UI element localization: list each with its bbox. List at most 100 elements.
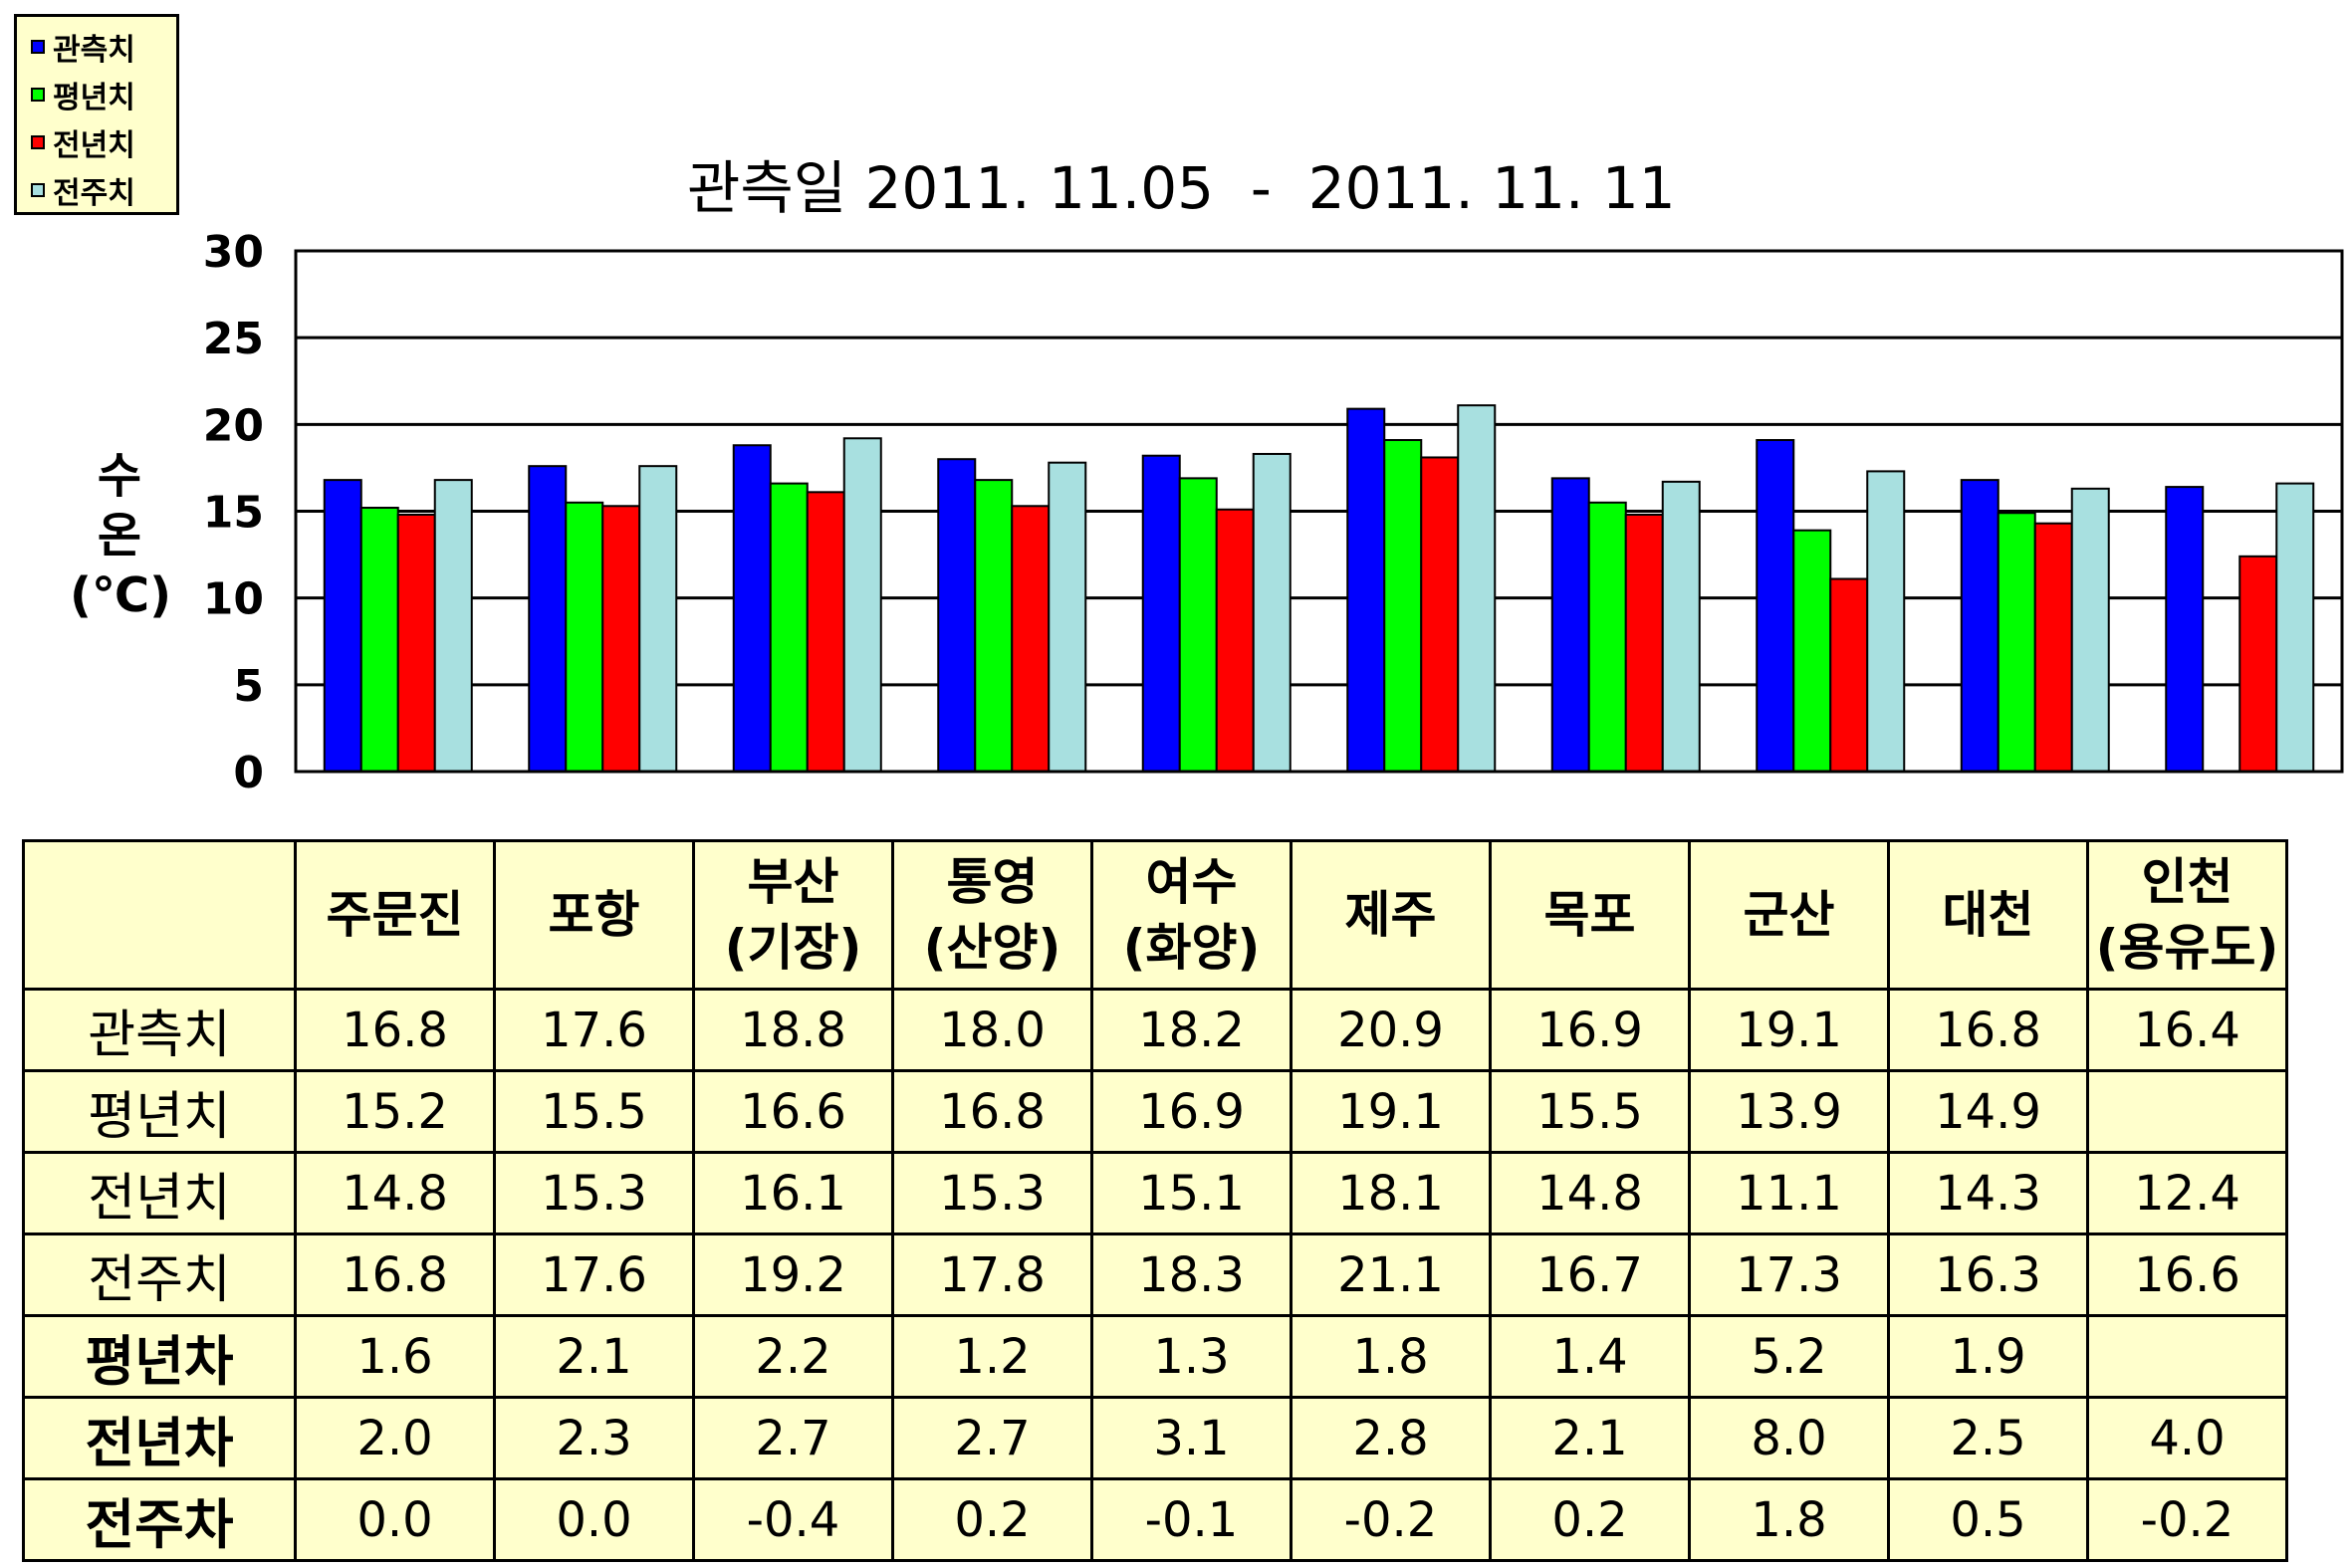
column-header: 제주 — [1290, 839, 1492, 991]
column-header: 목포 — [1489, 839, 1691, 991]
table-cell: 15.2 — [294, 1069, 496, 1154]
table-cell: 19.1 — [1688, 988, 1890, 1072]
table-cell: 18.3 — [1090, 1232, 1293, 1317]
legend-item-last-year: 전년치 — [31, 118, 176, 166]
y-axis-label: 수 온 (℃) — [70, 446, 171, 625]
legend-swatch-last-week — [31, 183, 45, 197]
legend-item-observed: 관측치 — [31, 23, 176, 71]
column-header-line2: (기장) — [724, 919, 862, 977]
bar — [1661, 480, 1701, 773]
table-cell: 15.3 — [891, 1151, 1093, 1235]
table-cell — [2086, 1069, 2288, 1154]
table-cell: 14.8 — [294, 1151, 496, 1235]
column-header-line2: (산양) — [923, 919, 1061, 977]
bar — [1141, 454, 1181, 773]
row-header: 전주차 — [22, 1477, 297, 1562]
row-header: 관측치 — [22, 988, 297, 1072]
table-cell: 14.8 — [1489, 1151, 1691, 1235]
table-cell: 1.8 — [1688, 1477, 1890, 1562]
table-cell: 0.5 — [1887, 1477, 2089, 1562]
row-header: 전년치 — [22, 1151, 297, 1235]
table-cell: -0.4 — [692, 1477, 894, 1562]
table-cell: 1.2 — [891, 1314, 1093, 1399]
legend-swatch-normal — [31, 88, 45, 102]
column-header-line1: 부산 — [747, 853, 839, 911]
column-header: 주문진 — [294, 839, 496, 991]
table-cell: 0.2 — [1489, 1477, 1691, 1562]
table-cell: 16.4 — [2086, 988, 2288, 1072]
y-tick-label: 20 — [203, 400, 264, 451]
table-cell: 16.9 — [1090, 1069, 1293, 1154]
table-row: 전주차 0.0 0.0 -0.4 0.2 -0.1 -0.2 0.2 1.8 0.5 -0.2 — [22, 1477, 2288, 1562]
table-cell: 0.0 — [294, 1477, 496, 1562]
bar — [323, 479, 362, 773]
bar — [1048, 461, 1087, 773]
column-header-line1: 대천 — [1942, 886, 2034, 944]
bar — [1997, 512, 2036, 773]
bar — [433, 479, 473, 773]
y-tick-label: 30 — [203, 227, 264, 278]
legend-swatch-observed — [31, 40, 45, 54]
y-tick-label: 10 — [203, 574, 264, 625]
chart-legend: 관측치 평년치 전년치 전주치 — [14, 14, 179, 215]
table-cell: 18.8 — [692, 988, 894, 1072]
column-header-line2: (화양) — [1122, 919, 1261, 977]
legend-label-last-week: 전주치 — [53, 176, 135, 211]
table-cell: 1.9 — [1887, 1314, 2089, 1399]
bar — [974, 479, 1014, 773]
table-cell: 1.6 — [294, 1314, 496, 1399]
bar — [1587, 501, 1627, 773]
bar — [1383, 439, 1423, 773]
column-header-line1: 여수 — [1145, 853, 1238, 911]
table-cell: 13.9 — [1688, 1069, 1890, 1154]
table-cell: -0.2 — [2086, 1477, 2288, 1562]
column-header-line1: 군산 — [1743, 886, 1835, 944]
column-header-line2: (용유도) — [2095, 919, 2279, 977]
table-cell: 2.8 — [1290, 1396, 1492, 1480]
table-cell: 16.8 — [294, 988, 496, 1072]
table-row: 평년차 1.6 2.1 2.2 1.2 1.3 1.8 1.4 5.2 1.9 — [22, 1314, 2288, 1399]
column-header-line1: 주문진 — [326, 886, 464, 944]
bar — [1011, 505, 1051, 773]
table-cell: 21.1 — [1290, 1232, 1492, 1317]
bar — [359, 507, 399, 773]
bar — [1960, 479, 1999, 773]
table-cell: 14.9 — [1887, 1069, 2089, 1154]
row-header: 평년치 — [22, 1069, 297, 1154]
bar — [1866, 470, 1906, 773]
column-header-line1: 목포 — [1543, 886, 1636, 944]
bar — [1792, 529, 1832, 774]
table-cell: 2.3 — [493, 1396, 695, 1480]
table-cell: 8.0 — [1688, 1396, 1890, 1480]
table-cell: 18.1 — [1290, 1151, 1492, 1235]
table-cell: 12.4 — [2086, 1151, 2288, 1235]
table-cell: 18.2 — [1090, 988, 1293, 1072]
table-row: 전주치 16.8 17.6 19.2 17.8 18.3 21.1 16.7 17.3 16.3 1… — [22, 1232, 2288, 1317]
table-cell — [2086, 1314, 2288, 1399]
y-axis-label-line-3: (℃) — [70, 567, 171, 623]
bar — [1829, 577, 1869, 773]
table-cell: 20.9 — [1290, 988, 1492, 1072]
column-header: 여수 (화양) — [1090, 839, 1293, 991]
table-cell: 16.6 — [692, 1069, 894, 1154]
legend-label-last-year: 전년치 — [53, 128, 135, 163]
bar-chart: 0 5 10 15 20 25 30 — [203, 227, 2344, 798]
column-header: 부산 (기장) — [692, 839, 894, 991]
table-cell: 4.0 — [2086, 1396, 2288, 1480]
table-header-row: 주문진 포항 부산 (기장) 통영 (산양) 여수 (화양) 제주 목포 군산 대천 … — [22, 839, 2288, 991]
column-header-line1: 인천 — [2141, 853, 2234, 911]
y-axis-label-line-2: 온 — [97, 508, 142, 563]
table-cell: 16.7 — [1489, 1232, 1691, 1317]
bar — [806, 491, 845, 773]
table-cell: -0.1 — [1090, 1477, 1293, 1562]
column-header: 인천 (용유도) — [2086, 839, 2288, 991]
bar — [769, 482, 809, 773]
table-cell: 2.7 — [692, 1396, 894, 1480]
bar — [732, 444, 772, 773]
table-cell: 19.1 — [1290, 1069, 1492, 1154]
bar — [1215, 508, 1255, 773]
table-cell: 16.8 — [294, 1232, 496, 1317]
table-cell: 15.5 — [493, 1069, 695, 1154]
column-header-line1: 제주 — [1344, 886, 1437, 944]
y-tick-label: 5 — [233, 661, 264, 712]
